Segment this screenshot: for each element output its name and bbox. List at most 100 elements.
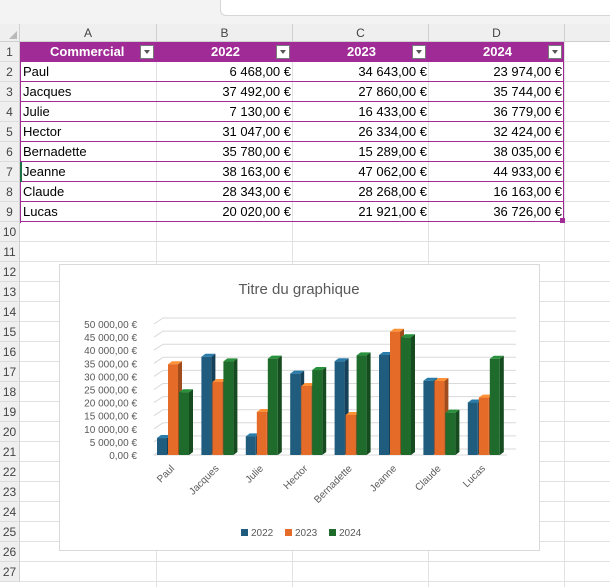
value-cell[interactable]: 31 047,00 €: [222, 124, 291, 139]
row-header[interactable]: 7: [0, 162, 20, 182]
y-tick-label: 35 000,00 €: [84, 359, 137, 370]
row-header[interactable]: 22: [0, 462, 20, 482]
value-cell[interactable]: 15 289,00 €: [358, 144, 427, 159]
formula-bar-edge[interactable]: [220, 0, 610, 16]
bar-top: [489, 355, 504, 359]
row-header[interactable]: 17: [0, 362, 20, 382]
value-cell[interactable]: 7 130,00 €: [229, 104, 291, 119]
row-header[interactable]: 10: [0, 222, 20, 242]
header-2022: 2022: [211, 44, 240, 59]
bar-top: [212, 379, 227, 383]
row-header[interactable]: 13: [0, 282, 20, 302]
row-header[interactable]: 27: [0, 562, 20, 582]
commercial-cell[interactable]: Lucas: [23, 204, 58, 219]
bar-2024: [312, 370, 323, 455]
value-cell[interactable]: 23 974,00 €: [493, 64, 562, 79]
row-header[interactable]: 18: [0, 382, 20, 402]
y-tick-label: 30 000,00 €: [84, 372, 137, 383]
table-resize-handle[interactable]: [560, 218, 565, 223]
column-header-e[interactable]: [565, 24, 610, 42]
column-header-c[interactable]: C: [293, 24, 429, 42]
value-cell[interactable]: 36 726,00 €: [493, 204, 562, 219]
column-header-b[interactable]: B: [157, 24, 293, 42]
chart-container[interactable]: Titre du graphique 0,00 € 5 000,00 € 10 000…: [59, 264, 540, 551]
row-header[interactable]: 23: [0, 482, 20, 502]
row-header[interactable]: 20: [0, 422, 20, 442]
row-header[interactable]: 11: [0, 242, 20, 262]
column-header-a[interactable]: A: [20, 24, 157, 42]
bar-top: [157, 435, 171, 439]
bar-2023: [256, 411, 267, 455]
select-all-corner[interactable]: [0, 24, 20, 42]
value-cell[interactable]: 21 921,00 €: [358, 204, 427, 219]
value-cell[interactable]: 38 035,00 €: [493, 144, 562, 159]
legend-label: 2022: [251, 528, 274, 539]
table-row-border: [20, 121, 564, 122]
row-header[interactable]: 1: [0, 42, 20, 62]
y-tick-label: 10 000,00 €: [84, 425, 137, 436]
chart-title: Titre du graphique: [238, 281, 359, 298]
value-cell[interactable]: 36 779,00 €: [493, 104, 562, 119]
value-cell[interactable]: 47 062,00 €: [358, 164, 427, 179]
value-cell[interactable]: 34 643,00 €: [358, 64, 427, 79]
bar-top: [168, 361, 182, 365]
commercial-cell[interactable]: Bernadette: [23, 144, 87, 159]
row-header[interactable]: 6: [0, 142, 20, 162]
y-tick-label: 0,00 €: [109, 451, 137, 462]
row-header[interactable]: 19: [0, 402, 20, 422]
bar-2022: [423, 380, 434, 455]
bar-2023: [345, 414, 356, 455]
column-gridline: [564, 42, 565, 587]
commercial-cell[interactable]: Claude: [23, 184, 65, 199]
value-cell[interactable]: 35 780,00 €: [222, 144, 291, 159]
bar-2023: [301, 386, 312, 455]
row-header[interactable]: 8: [0, 182, 20, 202]
value-cell[interactable]: 26 334,00 €: [358, 124, 427, 139]
row-header[interactable]: 9: [0, 202, 20, 222]
value-cell[interactable]: 28 268,00 €: [358, 184, 427, 199]
row-header[interactable]: 26: [0, 542, 20, 562]
row-header[interactable]: 5: [0, 122, 20, 142]
value-cell[interactable]: 28 343,00 €: [222, 184, 291, 199]
row-header[interactable]: 15: [0, 322, 20, 342]
filter-button-2022[interactable]: [276, 45, 290, 59]
row-header[interactable]: 25: [0, 522, 20, 542]
row-header[interactable]: 14: [0, 302, 20, 322]
bar-top: [201, 353, 216, 357]
bar-top: [301, 383, 316, 387]
row-header[interactable]: 16: [0, 342, 20, 362]
x-tick-label: Hector: [282, 463, 311, 492]
bar-2023: [478, 397, 489, 455]
row-gridline: [20, 241, 610, 242]
value-cell[interactable]: 38 163,00 €: [222, 164, 291, 179]
bar-2024: [489, 358, 500, 455]
value-cell[interactable]: 44 933,00 €: [493, 164, 562, 179]
row-header[interactable]: 12: [0, 262, 20, 282]
value-cell[interactable]: 16 163,00 €: [493, 184, 562, 199]
value-cell[interactable]: 6 468,00 €: [229, 64, 291, 79]
value-cell[interactable]: 20 020,00 €: [222, 204, 291, 219]
row-header[interactable]: 3: [0, 82, 20, 102]
commercial-cell[interactable]: Paul: [23, 64, 50, 79]
value-cell[interactable]: 35 744,00 €: [493, 84, 562, 99]
filter-button-2023[interactable]: [412, 45, 426, 59]
bar-top: [256, 408, 271, 412]
x-tick-label: Paul: [155, 463, 177, 485]
filter-button-commercial[interactable]: [140, 45, 154, 59]
value-cell[interactable]: 37 492,00 €: [222, 84, 291, 99]
commercial-cell[interactable]: Julie: [23, 104, 50, 119]
bar-side: [366, 352, 371, 455]
header-commercial: Commercial: [50, 44, 125, 59]
commercial-cell[interactable]: Hector: [23, 124, 62, 139]
filter-button-2024[interactable]: [548, 45, 562, 59]
commercial-cell[interactable]: Jeanne: [23, 164, 66, 179]
value-cell[interactable]: 32 424,00 €: [493, 124, 562, 139]
commercial-cell[interactable]: Jacques: [23, 84, 72, 99]
row-header[interactable]: 21: [0, 442, 20, 462]
column-header-d[interactable]: D: [429, 24, 565, 42]
row-header[interactable]: 24: [0, 502, 20, 522]
row-header[interactable]: 2: [0, 62, 20, 82]
value-cell[interactable]: 16 433,00 €: [358, 104, 427, 119]
value-cell[interactable]: 27 860,00 €: [358, 84, 427, 99]
row-header[interactable]: 4: [0, 102, 20, 122]
